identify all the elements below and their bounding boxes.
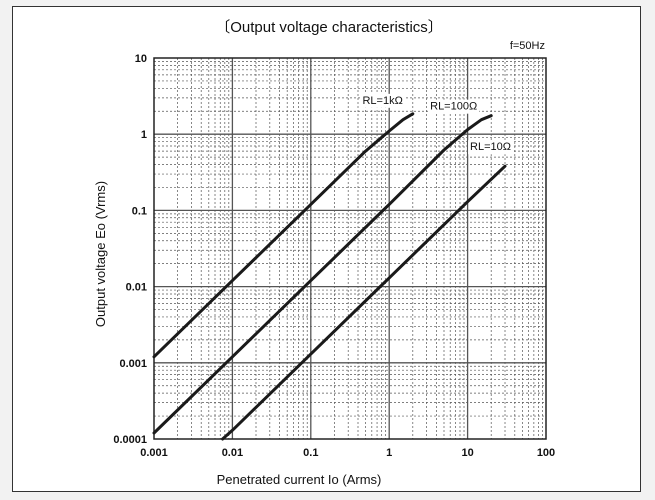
y-tick-label: 0.1	[132, 205, 147, 217]
y-tick-label: 0.0001	[113, 434, 147, 446]
x-tick-label: 10	[461, 447, 473, 459]
grid	[154, 58, 546, 439]
y-tick-label: 1	[141, 129, 147, 141]
series-label: RL=100Ω	[430, 101, 477, 113]
series-labels: RL=1kΩ RL=100Ω RL=10Ω	[360, 93, 514, 155]
frequency-annotation: f=50Hz	[510, 40, 545, 52]
chart-frame: 〔Output voltage characteristics〕 f=50Hz …	[12, 6, 641, 492]
x-tick-label: 100	[537, 447, 555, 459]
series-label-bg	[428, 99, 480, 114]
x-axis-title: Penetrated current Io (Arms)	[217, 472, 382, 487]
series-label-bg	[360, 93, 405, 108]
y-tick-label: 0.01	[126, 282, 147, 294]
series-line	[221, 164, 507, 441]
x-tick-label: 0.01	[222, 447, 243, 459]
series-label: RL=10Ω	[470, 141, 511, 153]
y-axis-title: Output voltage Eo (Vrms)	[93, 181, 108, 327]
series-label-bg	[468, 140, 514, 155]
x-tick-label: 0.001	[140, 447, 168, 459]
plot-area	[153, 57, 547, 440]
series-label: RL=1kΩ	[362, 95, 402, 107]
x-tick-label: 0.1	[303, 447, 318, 459]
y-tick-label: 10	[135, 53, 147, 65]
series-line	[152, 114, 493, 435]
x-tick-label: 1	[386, 447, 392, 459]
chart-title: 〔Output voltage characteristics〕	[215, 19, 443, 36]
output-voltage-chart: 〔Output voltage characteristics〕 f=50Hz …	[93, 19, 555, 487]
y-tick-label: 0.001	[119, 358, 147, 370]
series-lines	[152, 112, 507, 441]
series-line	[152, 112, 415, 359]
